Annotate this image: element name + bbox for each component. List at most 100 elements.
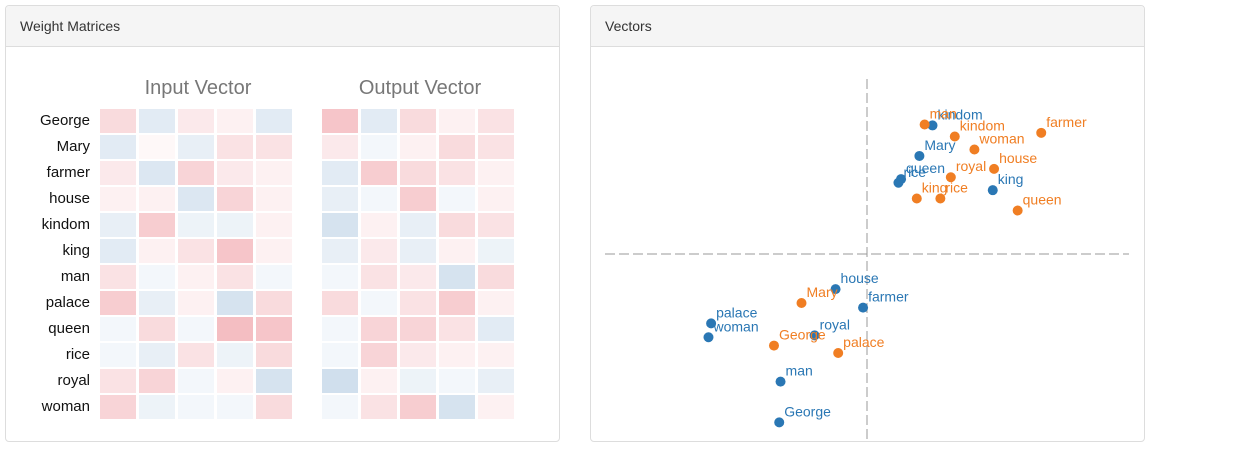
row-label-farmer: farmer xyxy=(46,164,90,181)
row-label-royal: royal xyxy=(57,372,90,389)
output-point-label: man xyxy=(930,106,957,122)
input-matrix-cell xyxy=(217,395,253,419)
output-matrix-cell xyxy=(400,343,436,367)
output-point-label: king xyxy=(922,180,948,196)
input-point-farmer xyxy=(858,302,869,313)
input-point-george xyxy=(774,417,785,428)
input-matrix-cell xyxy=(256,343,292,367)
input-matrix-cell xyxy=(100,369,136,393)
row-label-house: house xyxy=(49,190,90,207)
output-point-palace xyxy=(833,347,844,358)
output-matrix-cell xyxy=(400,187,436,211)
output-point-queen xyxy=(1012,205,1023,216)
output-matrix-cell xyxy=(361,291,397,315)
input-matrix-cell xyxy=(256,317,292,341)
output-matrix-cell xyxy=(439,291,475,315)
input-matrix-cell xyxy=(217,213,253,237)
input-matrix-cell xyxy=(217,187,253,211)
input-point-rice xyxy=(893,177,904,188)
input-matrix-cell xyxy=(217,161,253,185)
input-matrix-cell xyxy=(256,161,292,185)
row-label-kindom: kindom xyxy=(41,216,90,233)
input-matrix-cell xyxy=(100,317,136,341)
output-matrix-cell xyxy=(400,109,436,133)
output-point-rice xyxy=(935,193,946,204)
input-matrix-cell xyxy=(217,317,253,341)
output-matrix-cell xyxy=(322,265,358,289)
output-matrix-cell xyxy=(361,265,397,289)
output-point-mary xyxy=(796,298,807,309)
input-point-label: king xyxy=(998,171,1024,187)
input-matrix-cell xyxy=(217,265,253,289)
output-point-label: kindom xyxy=(960,118,1005,134)
input-matrix-cell xyxy=(256,369,292,393)
output-matrix-cell xyxy=(478,239,514,263)
input-point-label: woman xyxy=(712,318,758,334)
input-matrix-cell xyxy=(139,187,175,211)
input-matrix-cell xyxy=(256,291,292,315)
input-point-mary xyxy=(914,150,925,161)
output-matrix-cell xyxy=(361,239,397,263)
input-matrix-cell xyxy=(256,109,292,133)
output-matrix-cell xyxy=(361,369,397,393)
output-matrix-cell xyxy=(478,369,514,393)
input-matrix-cell xyxy=(178,395,214,419)
output-matrix-cell xyxy=(439,213,475,237)
input-matrix-cell xyxy=(139,239,175,263)
weight-matrices-panel: Weight Matrices Input Vector Output Vect… xyxy=(5,5,560,442)
output-matrix-cell xyxy=(478,135,514,159)
row-label-king: king xyxy=(62,242,90,259)
output-matrix-cell xyxy=(400,317,436,341)
input-matrix-cell xyxy=(217,343,253,367)
output-point-label: house xyxy=(999,150,1037,166)
output-matrix-cell xyxy=(361,187,397,211)
output-matrix-cell xyxy=(322,239,358,263)
input-matrix-cell xyxy=(139,109,175,133)
input-point-royal xyxy=(809,330,820,341)
output-matrix-cell xyxy=(400,161,436,185)
input-matrix-cell xyxy=(139,161,175,185)
output-matrix-cell xyxy=(478,343,514,367)
output-matrix-cell xyxy=(400,369,436,393)
input-matrix-cell xyxy=(100,291,136,315)
input-matrix-cell xyxy=(100,395,136,419)
output-matrix-cell xyxy=(439,135,475,159)
input-matrix-cell xyxy=(100,135,136,159)
input-point-label: rice xyxy=(903,164,926,180)
row-label-palace: palace xyxy=(45,294,90,311)
output-matrix-cell xyxy=(400,213,436,237)
output-point-george xyxy=(768,340,779,351)
output-matrix-cell xyxy=(478,109,514,133)
input-point-man xyxy=(775,376,786,387)
output-matrix-cell xyxy=(322,213,358,237)
input-matrix-cell xyxy=(256,213,292,237)
input-point-house xyxy=(830,284,841,295)
output-point-king xyxy=(911,193,922,204)
input-matrix-cell xyxy=(178,239,214,263)
input-matrix-cell xyxy=(217,109,253,133)
input-matrix-cell xyxy=(256,239,292,263)
output-point-house xyxy=(989,163,1000,174)
input-matrix-cell xyxy=(256,395,292,419)
output-point-label: Mary xyxy=(807,284,838,300)
output-point-label: royal xyxy=(956,158,986,174)
output-matrix-cell xyxy=(361,213,397,237)
output-matrix-cell xyxy=(361,317,397,341)
input-matrix-cell xyxy=(139,135,175,159)
input-point-palace xyxy=(706,318,717,329)
row-label-rice: rice xyxy=(65,346,90,363)
input-matrix-cell xyxy=(139,317,175,341)
output-matrix-cell xyxy=(322,395,358,419)
input-matrix-cell xyxy=(178,109,214,133)
output-point-label: queen xyxy=(1023,192,1062,208)
output-matrix-cell xyxy=(361,161,397,185)
output-matrix-cell xyxy=(478,213,514,237)
input-matrix-cell xyxy=(100,109,136,133)
input-point-label: George xyxy=(784,403,831,419)
input-matrix-cell xyxy=(139,395,175,419)
output-point-royal xyxy=(945,172,956,183)
output-matrix-cell xyxy=(439,343,475,367)
output-matrix-cell xyxy=(400,239,436,263)
output-matrix-cell xyxy=(322,317,358,341)
